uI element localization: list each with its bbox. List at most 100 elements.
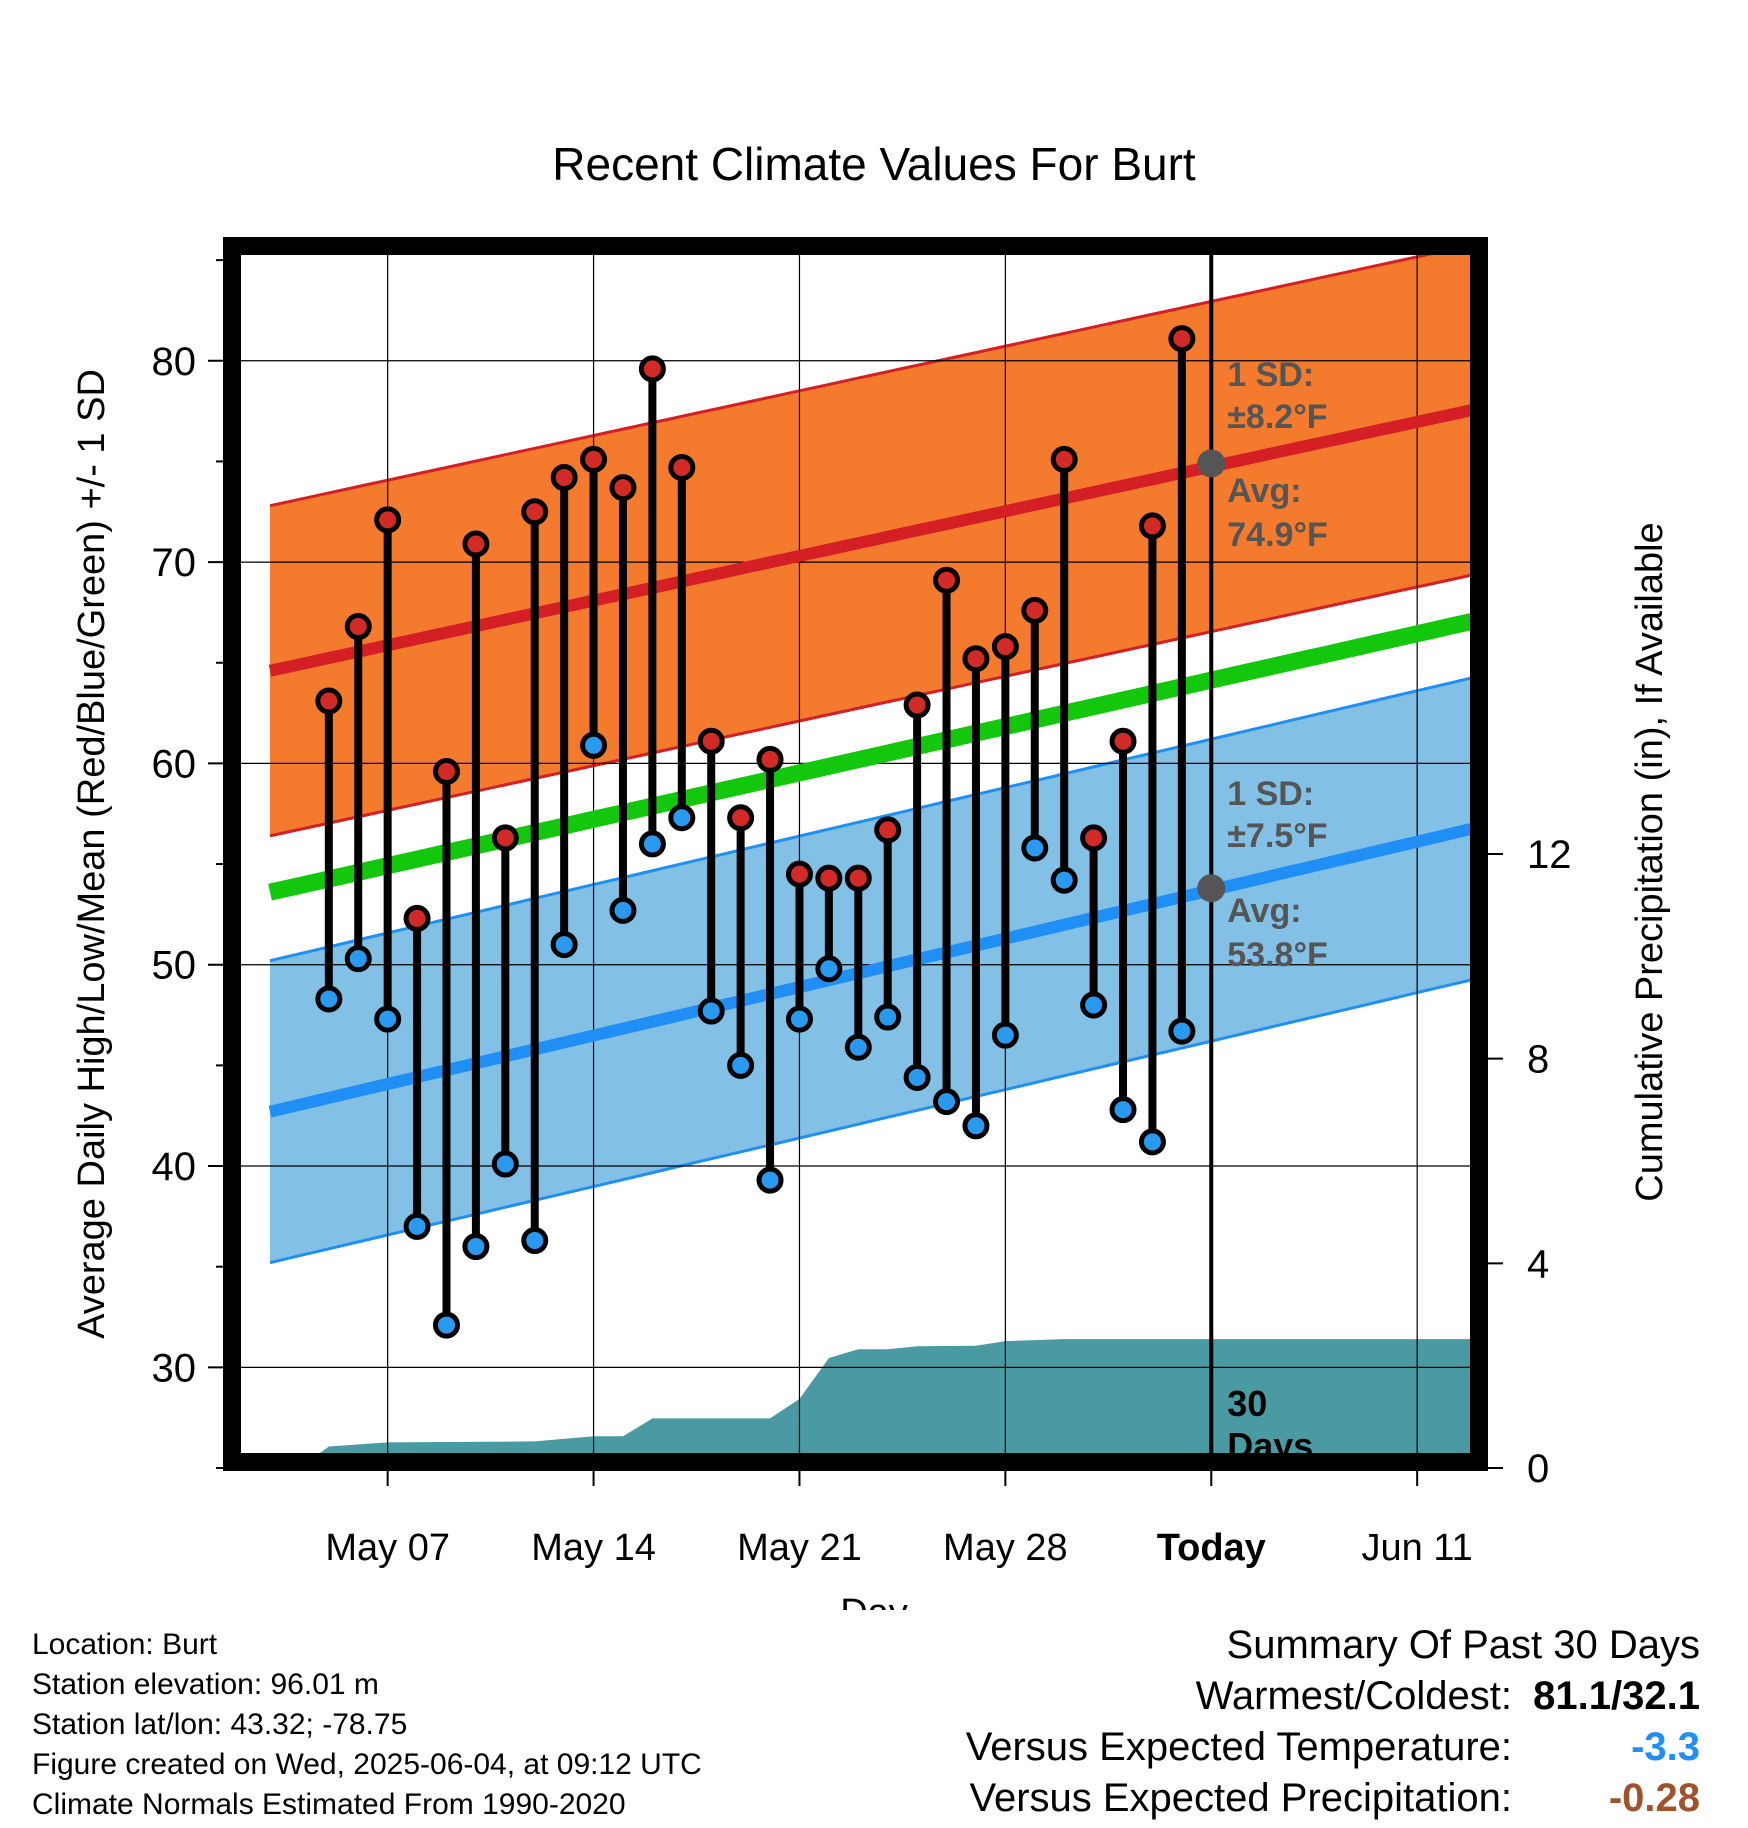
low-point [550, 931, 578, 959]
low-point [580, 731, 608, 759]
high-point [403, 904, 431, 932]
high-point [638, 355, 666, 383]
x-axis-label: Day [840, 1592, 908, 1610]
high-point [462, 530, 490, 558]
y-tick-label: 40 [152, 1145, 197, 1189]
high-point [609, 474, 637, 502]
high-avg-value: 74.9°F [1227, 516, 1328, 554]
high-point [727, 804, 755, 832]
high-point [432, 757, 460, 785]
low-sd-band-lower-edge [269, 977, 1477, 1265]
low-point [903, 1063, 931, 1091]
high-point [668, 453, 696, 481]
high-point [374, 506, 402, 534]
y2-tick-label: 12 [1527, 833, 1572, 877]
low-point [668, 804, 696, 832]
high-point [344, 613, 372, 641]
low-point [609, 896, 637, 924]
high-point [962, 645, 990, 673]
normals-text: Climate Normals Estimated From 1990-2020 [32, 1788, 626, 1821]
y-tick-label: 50 [152, 944, 197, 988]
precip-area [299, 1339, 1476, 1468]
low-point [727, 1051, 755, 1079]
low-point [491, 1150, 519, 1178]
high-point [933, 566, 961, 594]
summary-panel: Summary Of Past 30 Days Warmest/Coldest:… [966, 1620, 1700, 1824]
temp-anomaly-label: Versus Expected Temperature: [965, 1725, 1512, 1769]
y2-tick-label: 0 [1527, 1447, 1549, 1491]
low-avg-label: Avg: [1227, 892, 1301, 930]
normal-mean-line [268, 612, 1478, 901]
low-point [874, 1003, 902, 1031]
x-tick-label: Jun 11 [1362, 1527, 1473, 1569]
x-tick-label: May 28 [943, 1527, 1068, 1569]
high-avg-label: Avg: [1227, 472, 1301, 510]
low-point [403, 1212, 431, 1240]
latlon-text: Station lat/lon: 43.32; -78.75 [32, 1708, 408, 1741]
low-point [638, 830, 666, 858]
high-point [815, 864, 843, 892]
high-point [903, 691, 931, 719]
low-point [756, 1166, 784, 1194]
low-point [432, 1311, 460, 1339]
low-point [933, 1088, 961, 1116]
y-axis-label: Average Daily High/Low/Mean (Red/Blue/Gr… [71, 369, 113, 1339]
high-point [874, 816, 902, 844]
low-avg-value: 53.8°F [1227, 936, 1328, 974]
location-text: Location: Burt [32, 1628, 218, 1661]
low-point [344, 945, 372, 973]
high-sd-label: 1 SD: [1227, 356, 1314, 394]
high-sd-band-upper-edge [269, 242, 1477, 508]
y-tick-label: 70 [152, 541, 197, 585]
high-point [1080, 824, 1108, 852]
high-point [844, 864, 872, 892]
low-point [1138, 1128, 1166, 1156]
high-point [1109, 727, 1137, 755]
high-point [521, 498, 549, 526]
high-point [1050, 445, 1078, 473]
low-point [1109, 1096, 1137, 1124]
days-word: Days [1227, 1425, 1313, 1466]
low-point [1080, 991, 1108, 1019]
y2-tick-label: 8 [1527, 1038, 1549, 1082]
low-sd-band-upper-edge [269, 675, 1477, 963]
created-text: Figure created on Wed, 2025-06-04, at 09… [32, 1748, 702, 1781]
high-point [697, 727, 725, 755]
low-sd-value: ±7.5°F [1227, 817, 1327, 855]
high-point [756, 745, 784, 773]
today-low-avg-dot [1197, 874, 1226, 903]
high-point [1138, 512, 1166, 540]
y2-tick-label: 4 [1527, 1242, 1549, 1286]
precip-anomaly-row: Versus Expected Precipitation: -0.28 [966, 1773, 1700, 1824]
high-sd-band-lower-edge [269, 572, 1477, 838]
temp-anomaly-row: Versus Expected Temperature: -3.3 [966, 1722, 1700, 1773]
y-tick-label: 80 [152, 340, 197, 384]
x-tick-label: May 07 [325, 1527, 450, 1569]
normal-high-line [268, 403, 1478, 677]
low-point [1168, 1017, 1196, 1045]
low-point [462, 1233, 490, 1261]
precip-anomaly-label: Versus Expected Precipitation: [969, 1776, 1512, 1820]
x-tick-label: Today [1157, 1527, 1266, 1569]
precip-anomaly-value: -0.28 [1608, 1776, 1700, 1820]
low-point [1021, 834, 1049, 862]
summary-heading: Summary Of Past 30 Days [1226, 1623, 1700, 1667]
y-tick-label: 30 [152, 1346, 197, 1390]
low-point [962, 1112, 990, 1140]
warmest-row: Warmest/Coldest: 81.1/32.1 [966, 1671, 1700, 1722]
low-point [815, 955, 843, 983]
x-tick-label: May 14 [531, 1527, 656, 1569]
temp-anomaly-value: -3.3 [1631, 1725, 1700, 1769]
low-point [315, 985, 343, 1013]
today-high-avg-dot [1197, 449, 1226, 478]
plot-frame [223, 237, 1488, 1471]
high-point [550, 464, 578, 492]
high-point [1021, 596, 1049, 624]
high-point [991, 633, 1019, 661]
low-sd-label: 1 SD: [1227, 775, 1314, 813]
y-tick-label: 60 [152, 742, 197, 786]
days-count: 30 [1227, 1383, 1267, 1424]
high-point [315, 687, 343, 715]
low-point [1050, 866, 1078, 894]
chart-title: Recent Climate Values For Burt [552, 138, 1196, 190]
